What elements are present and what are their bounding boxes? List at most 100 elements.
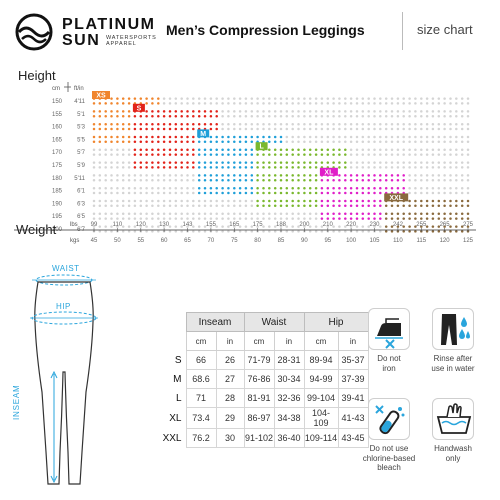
chart-dot (203, 217, 207, 220)
chart-dot (110, 110, 113, 113)
chart-dot (408, 153, 411, 156)
chart-dot (174, 135, 178, 139)
chart-dot (425, 153, 429, 156)
chart-dot (402, 230, 405, 233)
chart-dot (425, 186, 429, 190)
handwash-icon (432, 398, 474, 440)
chart-dot (373, 153, 376, 156)
chart-dot (344, 199, 347, 203)
chart-dot (162, 110, 166, 113)
chart-dot (238, 148, 242, 152)
x-tick-kgs: 50 (114, 238, 121, 244)
chart-dot (297, 166, 300, 169)
chart-dot (180, 178, 183, 182)
chart-dot (121, 140, 125, 144)
page-title: Men’s Compression Leggings (166, 22, 365, 38)
chart-dot (92, 178, 96, 182)
chart-dot (244, 148, 248, 152)
chart-dot (110, 127, 113, 131)
chart-dot (344, 217, 347, 220)
chart-dot (233, 97, 236, 100)
chart-dot (197, 204, 201, 208)
chart-dot (285, 153, 289, 156)
chart-dot (121, 122, 125, 126)
chart-dot (238, 186, 242, 190)
chart-dot (420, 127, 423, 131)
chart-dot (98, 161, 102, 164)
chart-dot (215, 212, 218, 216)
chart-dot (162, 178, 166, 182)
chart-dot (291, 186, 294, 190)
chart-dot (162, 135, 166, 139)
chart-dot (303, 199, 306, 203)
chart-dot (268, 186, 271, 190)
chart-dot (168, 186, 172, 190)
chart-dot (408, 148, 411, 152)
chart-dot (420, 148, 423, 152)
chart-dot (192, 186, 195, 190)
chart-dot (127, 110, 131, 113)
table-header-row: Inseam Waist Hip (160, 312, 369, 332)
x-tick-lbs: 188 (276, 222, 287, 228)
chart-dot (320, 186, 324, 190)
chart-dot (437, 212, 441, 216)
chart-dot (390, 166, 394, 169)
chart-dot (390, 161, 394, 164)
chart-dot (344, 110, 347, 113)
chart-dot (139, 225, 143, 228)
chart-dot (326, 191, 330, 195)
chart-dot (449, 212, 452, 216)
chart-dot (332, 212, 335, 216)
chart-dot (98, 174, 102, 177)
chart-dot (285, 127, 289, 131)
chart-dot (460, 225, 464, 228)
chart-dot (408, 166, 411, 169)
chart-dot (157, 217, 160, 220)
chart-dot (98, 186, 102, 190)
chart-dot (227, 225, 230, 228)
chart-dot (127, 135, 131, 139)
chart-dot (197, 114, 201, 118)
chart-dot (268, 114, 271, 118)
chart-dot (104, 204, 107, 208)
chart-dot (431, 217, 435, 220)
chart-dot (332, 97, 335, 100)
chart-dot (355, 127, 359, 131)
chart-dot (285, 135, 289, 139)
chart-dot (425, 102, 429, 105)
chart-dot (408, 204, 411, 208)
chart-dot (373, 166, 376, 169)
table-row: L 71 28 81-91 32-36 99-104 39-41 (160, 388, 369, 408)
chart-dot (291, 166, 294, 169)
chart-dot (320, 191, 324, 195)
chart-dot (250, 114, 254, 118)
table-cell: 71 (185, 388, 217, 408)
chart-dot (431, 153, 435, 156)
size-label: S (174, 354, 182, 366)
chart-dot (431, 178, 435, 182)
chart-dot (402, 212, 405, 216)
chart-dot (227, 178, 230, 182)
chart-dot (221, 204, 224, 208)
chart-dot (110, 153, 113, 156)
chart-dot (262, 161, 265, 164)
chart-dot (192, 148, 195, 152)
height-axis-title: Height (18, 68, 56, 83)
chart-dot (250, 174, 254, 177)
chart-dot (139, 97, 143, 100)
chart-dot (92, 102, 96, 105)
chart-dot (308, 114, 312, 118)
chart-dot (349, 127, 353, 131)
chart-dot (215, 204, 218, 208)
chart-dot (466, 110, 470, 113)
chart-dot (127, 191, 131, 195)
chart-dot (180, 135, 183, 139)
chart-dot (273, 186, 277, 190)
chart-dot (121, 212, 125, 216)
chart-dot (326, 217, 330, 220)
chart-dot (455, 153, 458, 156)
chart-dot (443, 140, 446, 144)
chart-dot (192, 110, 195, 113)
chart-dot (431, 135, 435, 139)
